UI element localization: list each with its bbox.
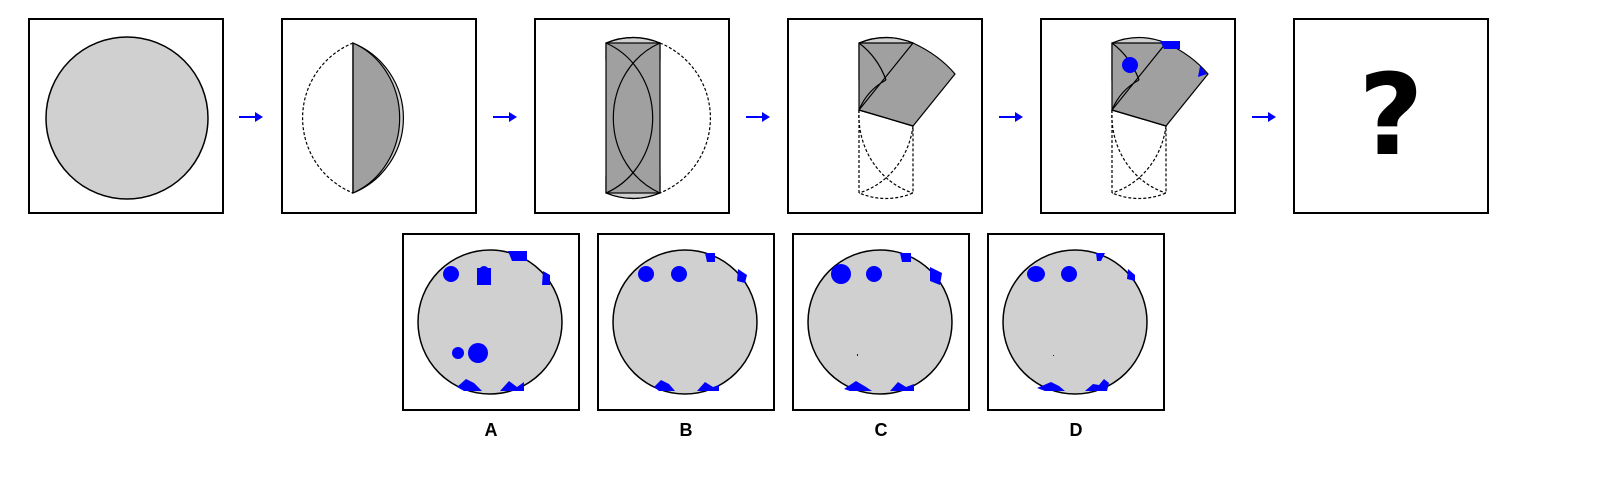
step-5-panel — [1040, 18, 1236, 214]
arrow-right-icon — [999, 112, 1023, 122]
option-b-label[interactable]: B — [679, 420, 693, 440]
option-b-figure — [612, 249, 758, 395]
option-a-label[interactable]: A — [484, 420, 498, 440]
option-b-panel[interactable] — [597, 233, 775, 411]
arrow-right-icon — [493, 112, 517, 122]
arrow-right-icon — [746, 112, 770, 122]
option-a-panel[interactable] — [402, 233, 580, 411]
arrow-right-icon — [239, 112, 263, 122]
fold-1-icon — [301, 42, 405, 194]
step-4-panel — [787, 18, 983, 214]
option-c-figure — [807, 249, 953, 395]
option-d-figure — [1002, 249, 1148, 395]
question-mark: ? — [1358, 51, 1424, 181]
punched-icon — [1110, 36, 1209, 200]
option-c-label[interactable]: C — [874, 420, 888, 440]
fold-3-icon — [857, 36, 956, 200]
option-a-figure — [417, 249, 563, 395]
question-panel: ? — [1293, 18, 1489, 214]
option-d-panel[interactable] — [987, 233, 1165, 411]
step-3-panel — [534, 18, 730, 214]
option-d-label[interactable]: D — [1069, 420, 1083, 440]
step-1-panel — [28, 18, 224, 214]
option-c-panel[interactable] — [792, 233, 970, 411]
step-2-panel — [281, 18, 477, 214]
arrow-right-icon — [1252, 112, 1276, 122]
circle-paper-icon — [45, 36, 209, 200]
fold-2-icon — [605, 36, 712, 200]
